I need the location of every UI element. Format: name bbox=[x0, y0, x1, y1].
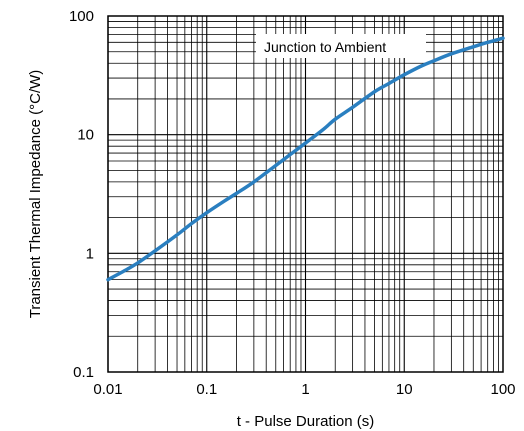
y-tick-labels: 0.1 1 10 100 bbox=[69, 8, 94, 381]
x-tick-label: 100 bbox=[490, 381, 515, 398]
annotation-label: Junction to Ambient bbox=[264, 39, 386, 55]
series-line bbox=[106, 36, 505, 282]
y-tick-label: 10 bbox=[77, 127, 94, 144]
plot-frame bbox=[107, 15, 504, 373]
annotation-background bbox=[256, 34, 426, 58]
minor-gridlines bbox=[108, 16, 503, 372]
x-tick-label: 10 bbox=[396, 381, 413, 398]
x-tick-label: 0.1 bbox=[196, 381, 217, 398]
y-tick-label: 1 bbox=[86, 245, 94, 262]
y-tick-label: 100 bbox=[69, 8, 94, 25]
x-axis-label: t - Pulse Duration (s) bbox=[237, 413, 375, 430]
y-axis-label: Transient Thermal Impedance (°C/W) bbox=[27, 70, 44, 319]
x-tick-label: 0.01 bbox=[93, 381, 122, 398]
x-tick-labels: 0.01 0.1 1 10 100 bbox=[93, 381, 515, 398]
annotation: Junction to Ambient bbox=[256, 34, 426, 58]
x-tick-label: 1 bbox=[301, 381, 309, 398]
y-tick-label: 0.1 bbox=[73, 364, 94, 381]
